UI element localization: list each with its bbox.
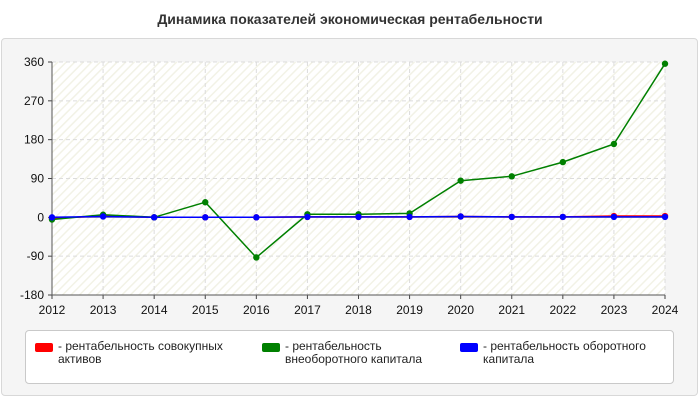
x-tick-label: 2014 [141,303,168,317]
y-tick-label: 360 [24,55,44,69]
legend-swatch-red [35,343,53,352]
data-point [508,173,515,180]
data-point [610,213,618,221]
x-tick-label: 2015 [192,303,219,317]
x-tick-label: 2016 [243,303,270,317]
data-point [508,213,515,221]
y-tick-labels: 360 270 180 90 0 -90 -180 [20,55,44,302]
y-tick-label: 270 [24,94,44,108]
data-point [559,158,567,166]
data-point [457,213,464,220]
data-point [253,254,260,261]
series-points [48,60,669,261]
data-point [355,213,362,221]
x-tick-label: 2023 [601,303,628,317]
x-tick-label: 2022 [549,303,576,317]
data-point [661,213,669,221]
legend-item-current-capital: - рентабельность оборотного капитала [460,340,663,366]
x-tick-labels: 2012 2013 2014 2015 2016 2017 2018 2019 2020 2021… [39,303,679,317]
x-tick-label: 2021 [498,303,525,317]
y-tick-label: -90 [27,249,45,263]
x-tick-label: 2018 [345,303,372,317]
data-point [304,213,311,221]
data-point [99,213,107,220]
data-point [559,213,567,221]
y-tick-label: 0 [37,210,44,224]
legend-item-total-assets: - рентабельность совокупных активов [35,340,238,366]
x-tick-label: 2019 [396,303,423,317]
legend-label: - рентабельность внеоборотного капитала [285,339,422,366]
legend-swatch-green [262,343,280,352]
y-tick-label: 180 [24,133,44,147]
x-tick-label: 2013 [90,303,117,317]
grid-lines [51,61,666,296]
y-tick-label: 90 [31,172,45,186]
data-point [150,214,158,221]
data-point [202,214,209,221]
chart-title: Динамика показателей экономическая рента… [157,11,543,27]
x-tick-label: 2012 [39,303,66,317]
y-tick-label: -180 [20,288,44,302]
legend: - рентабельность совокупных активов - ре… [25,330,674,384]
data-point [610,140,618,148]
x-tick-label: 2020 [447,303,474,317]
data-point [406,213,413,221]
legend-item-noncurrent-capital: - рентабельность внеоборотного капитала [262,340,465,366]
x-tick-label: 2017 [294,303,321,317]
line-chart: 360 270 180 90 0 -90 -180 2012 2013 2014 2015 2016… [20,55,679,317]
data-point [457,177,464,184]
legend-label: - рентабельность совокупных активов [58,339,223,366]
data-point [202,199,209,206]
x-tick-label: 2024 [652,303,679,317]
data-point [661,60,669,67]
legend-swatch-blue [460,343,478,352]
data-point [48,214,56,221]
data-point [253,214,260,221]
legend-label: - рентабельность оборотного капитала [483,339,646,366]
